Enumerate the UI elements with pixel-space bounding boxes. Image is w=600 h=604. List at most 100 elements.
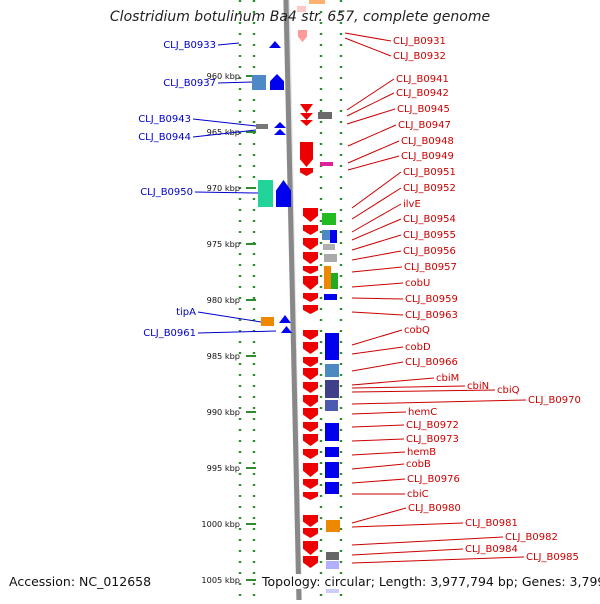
gene-arrow-rev bbox=[303, 408, 318, 420]
gene-box bbox=[320, 162, 333, 166]
leader-line bbox=[351, 266, 403, 273]
gene-label: CLJ_B0933 bbox=[163, 40, 216, 51]
gene-arrow-rev bbox=[303, 330, 318, 340]
leader-line bbox=[351, 548, 464, 556]
gene-label: CLJ_B0976 bbox=[407, 474, 460, 485]
gene-box bbox=[325, 400, 338, 411]
gene-label: hemB bbox=[407, 447, 436, 458]
gene-box bbox=[325, 380, 339, 398]
gene-label: CLJ_B0980 bbox=[408, 503, 461, 514]
gene-label: ilvE bbox=[403, 199, 421, 210]
gene-arrow-fwd bbox=[270, 74, 284, 90]
gene-arrow-rev bbox=[300, 168, 313, 176]
gene-box bbox=[324, 273, 331, 289]
gene-box bbox=[252, 75, 266, 90]
gene-arrow-rev bbox=[303, 276, 318, 290]
gene-arrow-rev bbox=[303, 305, 318, 314]
gene-label: CLJ_B0937 bbox=[163, 78, 216, 89]
gene-label: CLJ_B0954 bbox=[403, 214, 456, 225]
leader-line bbox=[346, 92, 395, 117]
gene-arrow-rev bbox=[303, 225, 318, 235]
gene-label: CLJ_B0951 bbox=[403, 167, 456, 178]
leader-line bbox=[351, 463, 405, 470]
leader-line bbox=[194, 191, 259, 194]
axis-tick-label-990: 990 kbp bbox=[207, 407, 240, 417]
gene-label: CLJ_B0959 bbox=[405, 294, 458, 305]
gene-box bbox=[331, 273, 338, 289]
gene-arrow-fwd bbox=[276, 180, 291, 207]
gene-label: cobQ bbox=[404, 325, 430, 336]
gene-arrow-fwd bbox=[274, 122, 286, 128]
axis-tick-label-980: 980 kbp bbox=[207, 295, 240, 305]
gene-arrow-rev bbox=[303, 238, 318, 250]
gene-box bbox=[256, 124, 268, 129]
leader-line bbox=[192, 118, 257, 127]
gene-label: CLJ_B0981 bbox=[465, 518, 518, 529]
gene-arrow-rev bbox=[303, 357, 318, 367]
gene-box bbox=[330, 230, 337, 243]
leader-line bbox=[351, 385, 466, 389]
gene-label: cobU bbox=[405, 278, 430, 289]
gene-arrow-rev bbox=[303, 208, 318, 222]
gene-box bbox=[325, 482, 339, 494]
gene-arrow-rev bbox=[303, 541, 318, 555]
gene-label: CLJ_B0943 bbox=[138, 114, 191, 125]
gene-label: CLJ_B0947 bbox=[398, 120, 451, 131]
gene-label: CLJ_B0956 bbox=[403, 246, 456, 257]
gene-arrow-rev bbox=[300, 142, 313, 167]
gene-box bbox=[325, 447, 339, 457]
backbone-line bbox=[283, 0, 302, 601]
axis-tick-label-1000: 1000 kbp bbox=[201, 519, 240, 529]
axis-tick-label-985: 985 kbp bbox=[207, 351, 240, 361]
gene-arrow-rev bbox=[300, 113, 313, 120]
gene-arrow-rev bbox=[303, 515, 318, 527]
leader-line bbox=[351, 187, 402, 220]
axis-tick-label-1005: 1005 kbp bbox=[201, 575, 240, 585]
gene-arrow-rev bbox=[303, 449, 318, 459]
gene-label: CLJ_B0961 bbox=[143, 328, 196, 339]
gene-label: CLJ_B0931 bbox=[393, 36, 446, 47]
leader-line bbox=[197, 311, 262, 323]
gene-arrow-fwd bbox=[281, 326, 292, 333]
leader-line bbox=[351, 329, 403, 346]
gene-arrow-rev bbox=[303, 492, 318, 500]
gene-arrow-rev bbox=[303, 463, 318, 477]
leader-line bbox=[217, 42, 240, 46]
leader-line bbox=[347, 124, 397, 147]
leader-line bbox=[351, 522, 464, 528]
gene-arrow-rev bbox=[303, 528, 318, 538]
gene-arrow-rev bbox=[300, 104, 313, 113]
gene-label: cbiN bbox=[467, 381, 489, 392]
leader-line bbox=[346, 108, 396, 125]
gene-box bbox=[258, 180, 273, 207]
gene-box bbox=[322, 230, 330, 240]
leader-line bbox=[351, 389, 496, 393]
gene-label: CLJ_B0984 bbox=[465, 544, 518, 555]
gene-box bbox=[326, 552, 339, 560]
gene-arrow-rev bbox=[303, 556, 318, 568]
map-title: Clostridium botulinum Ba4 str. 657, comp… bbox=[109, 9, 491, 25]
gene-box bbox=[326, 561, 339, 569]
gene-arrow-fwd bbox=[279, 315, 291, 323]
gene-box bbox=[325, 364, 339, 377]
leader-line bbox=[347, 140, 400, 164]
leader-line bbox=[351, 250, 402, 261]
gene-arrow-rev bbox=[303, 395, 318, 407]
gene-box bbox=[324, 294, 337, 300]
leader-line bbox=[351, 399, 527, 405]
gene-label: cbiQ bbox=[497, 385, 520, 396]
axis-tick-label-975: 975 kbp bbox=[207, 239, 240, 249]
gene-label: cobD bbox=[405, 342, 431, 353]
gene-box bbox=[324, 254, 337, 262]
genome-summary-text: Topology: circular; Length: 3,977,794 bp… bbox=[262, 574, 600, 589]
gene-label: CLJ_B0966 bbox=[405, 357, 458, 368]
gene-arrow-rev bbox=[303, 342, 318, 354]
gene-label: CLJ_B0948 bbox=[401, 136, 454, 147]
gene-box bbox=[325, 462, 339, 478]
gene-label: hemC bbox=[408, 407, 437, 418]
gene-arrow-rev bbox=[303, 382, 318, 393]
gene-arrow-rev bbox=[303, 252, 318, 264]
gene-box bbox=[309, 0, 325, 4]
axis-tick-label-965: 965 kbp bbox=[207, 127, 240, 137]
gene-box bbox=[322, 213, 336, 225]
